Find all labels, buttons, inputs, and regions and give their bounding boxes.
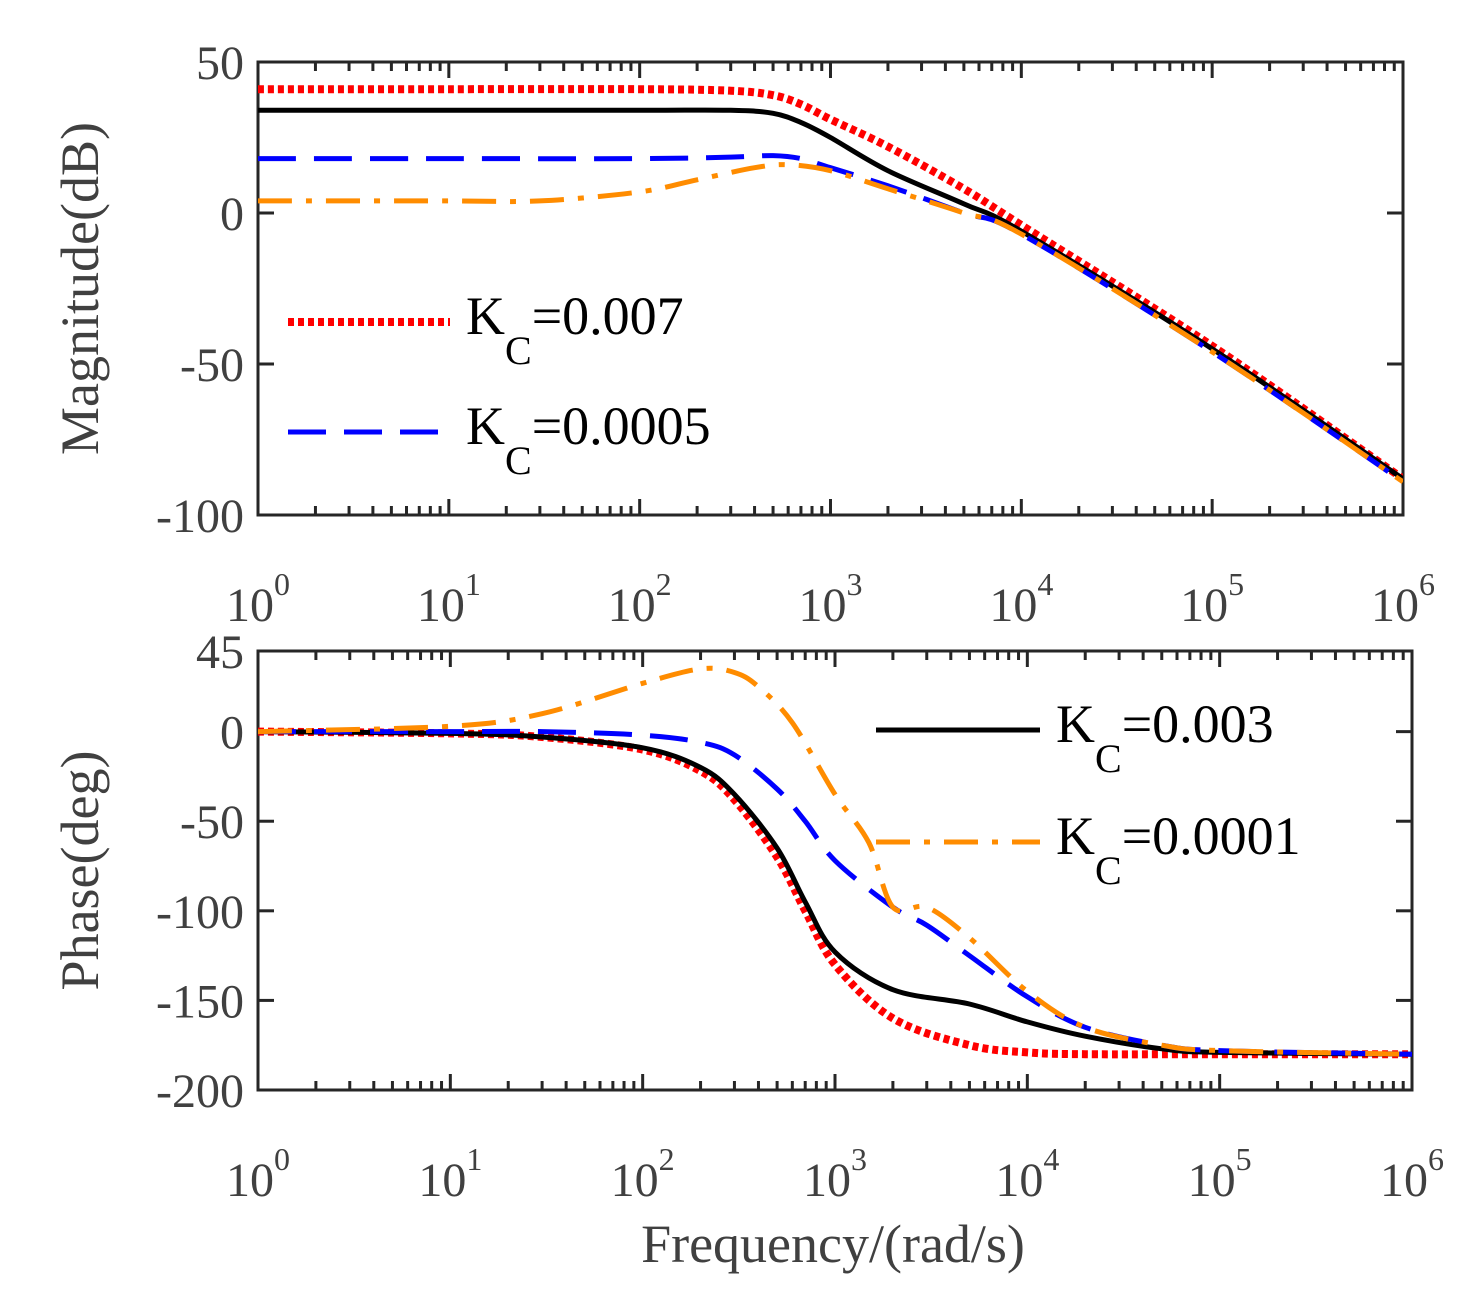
y-tick-label: -100	[156, 886, 244, 939]
x-tick-label: 106	[1380, 1141, 1444, 1207]
x-axis-title: Frequency/(rad/s)	[641, 1214, 1025, 1274]
x-tick-label: 101	[417, 566, 481, 632]
x-tick-label: 103	[799, 566, 863, 632]
series-line-0	[258, 727, 1412, 1059]
x-tick-label: 104	[995, 1141, 1059, 1207]
series-line-3	[258, 665, 1412, 1057]
y-tick-label: 0	[220, 188, 244, 241]
x-tick-label: 105	[1188, 1141, 1252, 1207]
x-tick-label: 101	[418, 1141, 482, 1207]
legend-label: KC=0.007	[466, 286, 684, 373]
series-line-2	[258, 728, 1412, 1057]
y-tick-label: 50	[196, 37, 244, 90]
series-line-3	[258, 162, 1403, 484]
y-tick-label: 45	[196, 626, 244, 679]
y-axis-title: Magnitude(dB)	[50, 122, 110, 455]
y-tick-label: -150	[156, 975, 244, 1028]
series-line-2	[258, 153, 1403, 484]
x-tick-label: 100	[226, 566, 290, 632]
y-tick-label: 0	[220, 707, 244, 760]
y-tick-label: -50	[180, 796, 244, 849]
series-line-0	[258, 85, 1403, 483]
x-tick-label: 105	[1180, 566, 1244, 632]
x-tick-label: 104	[989, 566, 1053, 632]
phase-panel: 100 101 102 103 104 105 106 45 0 -50 -100 -150 -200 P…	[50, 626, 1444, 1274]
magnitude-panel: 100 101 102 103 104 105 106 50 0 -50 -100 Magnitude…	[50, 37, 1435, 632]
series-line-1	[258, 729, 1412, 1057]
y-axis-title: Phase(deg)	[50, 751, 110, 991]
axes-frame	[256, 60, 1405, 517]
y-tick-label: -50	[180, 339, 244, 392]
legend-label: KC=0.0005	[466, 396, 711, 483]
x-tick-label: 106	[1371, 566, 1435, 632]
x-tick-label: 100	[226, 1141, 290, 1207]
legend-label: KC=0.003	[1056, 694, 1274, 781]
x-tick-label: 103	[803, 1141, 867, 1207]
y-tick-label: -200	[156, 1065, 244, 1118]
legend-label: KC=0.0001	[1056, 806, 1301, 893]
x-tick-label: 102	[611, 1141, 675, 1207]
x-tick-label: 102	[608, 566, 672, 632]
y-tick-label: -100	[156, 490, 244, 543]
